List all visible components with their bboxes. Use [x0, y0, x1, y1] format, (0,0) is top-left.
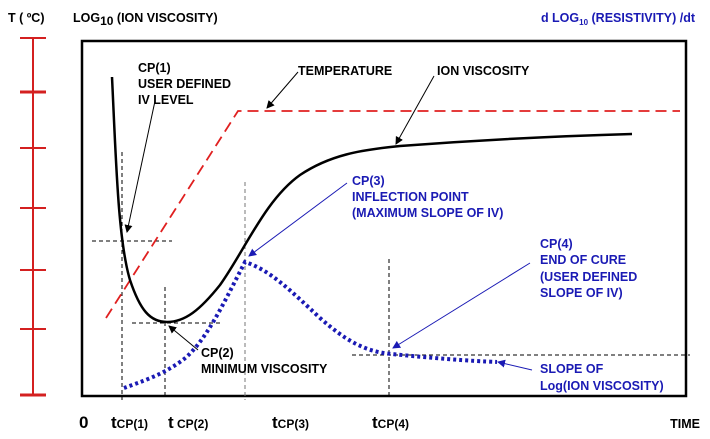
slope-annotation: SLOPE OF Log(ION VISCOSITY) — [540, 362, 664, 393]
cp3-annotation: CP(3) INFLECTION POINT (MAXIMUM SLOPE OF… — [352, 174, 503, 220]
svg-text:CP(2): CP(2) — [201, 346, 234, 360]
cp1-annotation: CP(1) USER DEFINED IV LEVEL — [138, 61, 231, 107]
svg-text:INFLECTION POINT: INFLECTION POINT — [352, 190, 469, 204]
svg-text:CP(1): CP(1) — [138, 61, 171, 75]
t-cp1-label: tCP(1) — [111, 413, 148, 432]
resistivity-slope-axis-label: d LOG10 (RESISTIVITY) /dt — [541, 11, 696, 27]
temperature-curve — [105, 110, 680, 319]
svg-text:IV LEVEL: IV LEVEL — [138, 93, 194, 107]
svg-text:CP(4): CP(4) — [540, 237, 573, 251]
svg-text:SLOPE OF: SLOPE OF — [540, 362, 604, 376]
cp4-annotation: CP(4) END OF CURE (USER DEFINED SLOPE OF… — [540, 237, 637, 300]
svg-text:USER DEFINED: USER DEFINED — [138, 77, 231, 91]
ion-viscosity-axis-label: LOG10 (ION VISCOSITY) — [73, 11, 218, 28]
plot-frame — [80, 39, 688, 398]
svg-text:(USER DEFINED: (USER DEFINED — [540, 270, 637, 284]
svg-text:Log(ION VISCOSITY): Log(ION VISCOSITY) — [540, 379, 664, 393]
slope-curve — [123, 259, 498, 390]
x-origin-label: 0 — [79, 413, 88, 432]
svg-text:END OF CURE: END OF CURE — [540, 253, 626, 267]
svg-text:MINIMUM VISCOSITY: MINIMUM VISCOSITY — [201, 362, 328, 376]
guide-lines — [92, 152, 690, 400]
annotation-arrows — [124, 71, 533, 371]
temperature-scale — [20, 37, 46, 397]
cp2-annotation: CP(2) MINIMUM VISCOSITY — [201, 346, 328, 376]
temperature-axis-label: T ( ºC) — [8, 11, 45, 25]
t-cp3-label: tCP(3) — [272, 413, 309, 432]
svg-text:CP(3): CP(3) — [352, 174, 385, 188]
svg-text:(MAXIMUM SLOPE OF IV): (MAXIMUM SLOPE OF IV) — [352, 206, 503, 220]
ion-viscosity-annotation: ION VISCOSITY — [437, 64, 530, 78]
svg-text:SLOPE OF IV): SLOPE OF IV) — [540, 286, 623, 300]
ion-viscosity-curve — [110, 76, 633, 324]
temperature-annotation: TEMPERATURE — [298, 64, 392, 78]
time-axis-label: TIME — [670, 417, 700, 431]
t-cp2-label: t CP(2) — [168, 413, 208, 432]
t-cp4-label: tCP(4) — [372, 413, 409, 432]
